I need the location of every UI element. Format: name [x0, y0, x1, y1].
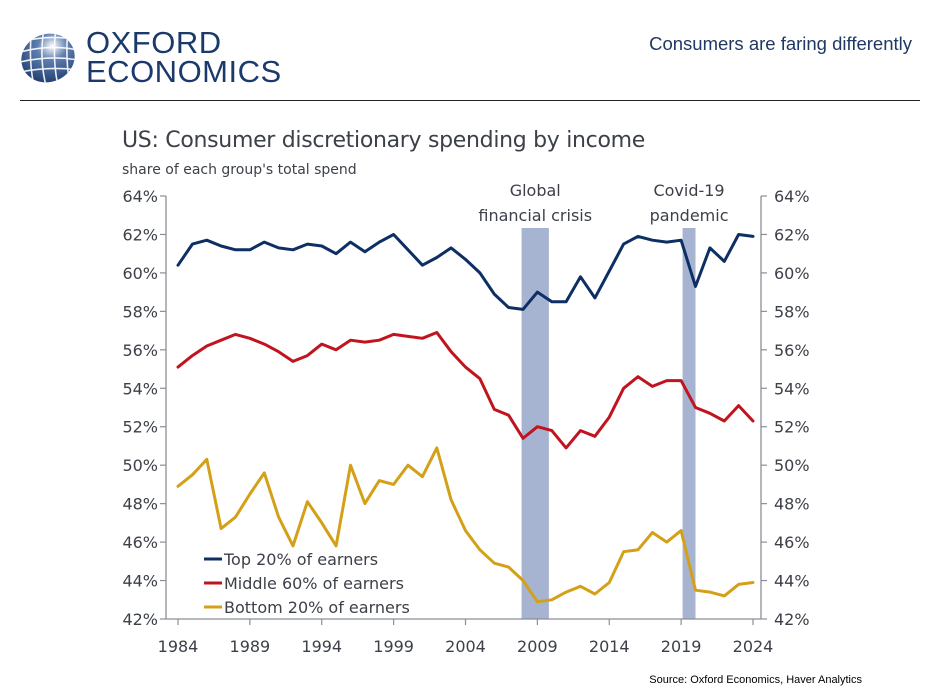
x-tick-label: 2019 — [661, 637, 702, 656]
x-tick-label: 1994 — [301, 637, 342, 656]
logo-line-2: ECONOMICS — [86, 54, 282, 89]
y-tick-label-left: 46% — [122, 533, 158, 552]
y-tick-label-right: 48% — [774, 495, 810, 514]
header-divider — [20, 100, 920, 101]
oxford-economics-logo: OXFORD ECONOMICS — [20, 25, 282, 89]
legend-label-top: Top 20% of earners — [223, 550, 378, 569]
y-tick-label-right: 56% — [774, 341, 810, 360]
legend-label-middle: Middle 60% of earners — [224, 574, 404, 593]
x-tick-label: 1989 — [230, 637, 271, 656]
x-tick-label: 2009 — [517, 637, 558, 656]
y-tick-label-left: 42% — [122, 610, 158, 629]
y-tick-label-right: 60% — [774, 264, 810, 283]
shaded-period-1 — [682, 228, 696, 619]
shaded-period-label: Global — [510, 181, 561, 200]
series-line-top — [176, 233, 755, 311]
y-tick-label-left: 62% — [122, 225, 158, 244]
y-tick-label-left: 50% — [122, 456, 158, 475]
y-tick-label-right: 58% — [774, 302, 810, 321]
y-tick-label-right: 54% — [774, 379, 810, 398]
y-tick-label-right: 52% — [774, 418, 810, 437]
logo-line-1: OXFORD — [86, 25, 222, 60]
y-tick-label-left: 44% — [122, 572, 158, 591]
x-tick-label: 1984 — [158, 637, 199, 656]
y-tick-label-left: 52% — [122, 418, 158, 437]
x-tick-label: 2014 — [589, 637, 630, 656]
y-tick-label-right: 50% — [774, 456, 810, 475]
y-tick-label-right: 64% — [774, 187, 810, 206]
shaded-period-label: financial crisis — [478, 206, 592, 225]
chart-subtitle: share of each group's total spend — [122, 162, 357, 178]
y-tick-label-right: 46% — [774, 533, 810, 552]
y-tick-label-left: 60% — [122, 264, 158, 283]
y-tick-label-left: 56% — [122, 341, 158, 360]
legend-label-bottom: Bottom 20% of earners — [224, 598, 410, 617]
y-tick-label-right: 62% — [774, 225, 810, 244]
y-tick-label-left: 64% — [122, 187, 158, 206]
x-tick-label: 2004 — [445, 637, 486, 656]
shaded-period-0 — [521, 228, 549, 619]
source-note: Source: Oxford Economics, Haver Analytic… — [649, 674, 862, 686]
x-tick-label: 2024 — [733, 637, 774, 656]
series-line-middle — [176, 331, 755, 450]
shaded-period-label: Covid-19 — [653, 181, 724, 200]
page-headline: Consumers are faring differently — [649, 33, 912, 54]
y-tick-label-left: 48% — [122, 495, 158, 514]
y-tick-label-left: 54% — [122, 379, 158, 398]
chart-title: US: Consumer discretionary spending by i… — [122, 128, 645, 153]
y-tick-label-right: 44% — [774, 572, 810, 591]
y-tick-label-left: 58% — [122, 302, 158, 321]
globe-icon — [20, 28, 78, 86]
y-tick-label-right: 42% — [774, 610, 810, 629]
x-tick-label: 1999 — [373, 637, 414, 656]
shaded-period-label: pandemic — [650, 206, 729, 225]
